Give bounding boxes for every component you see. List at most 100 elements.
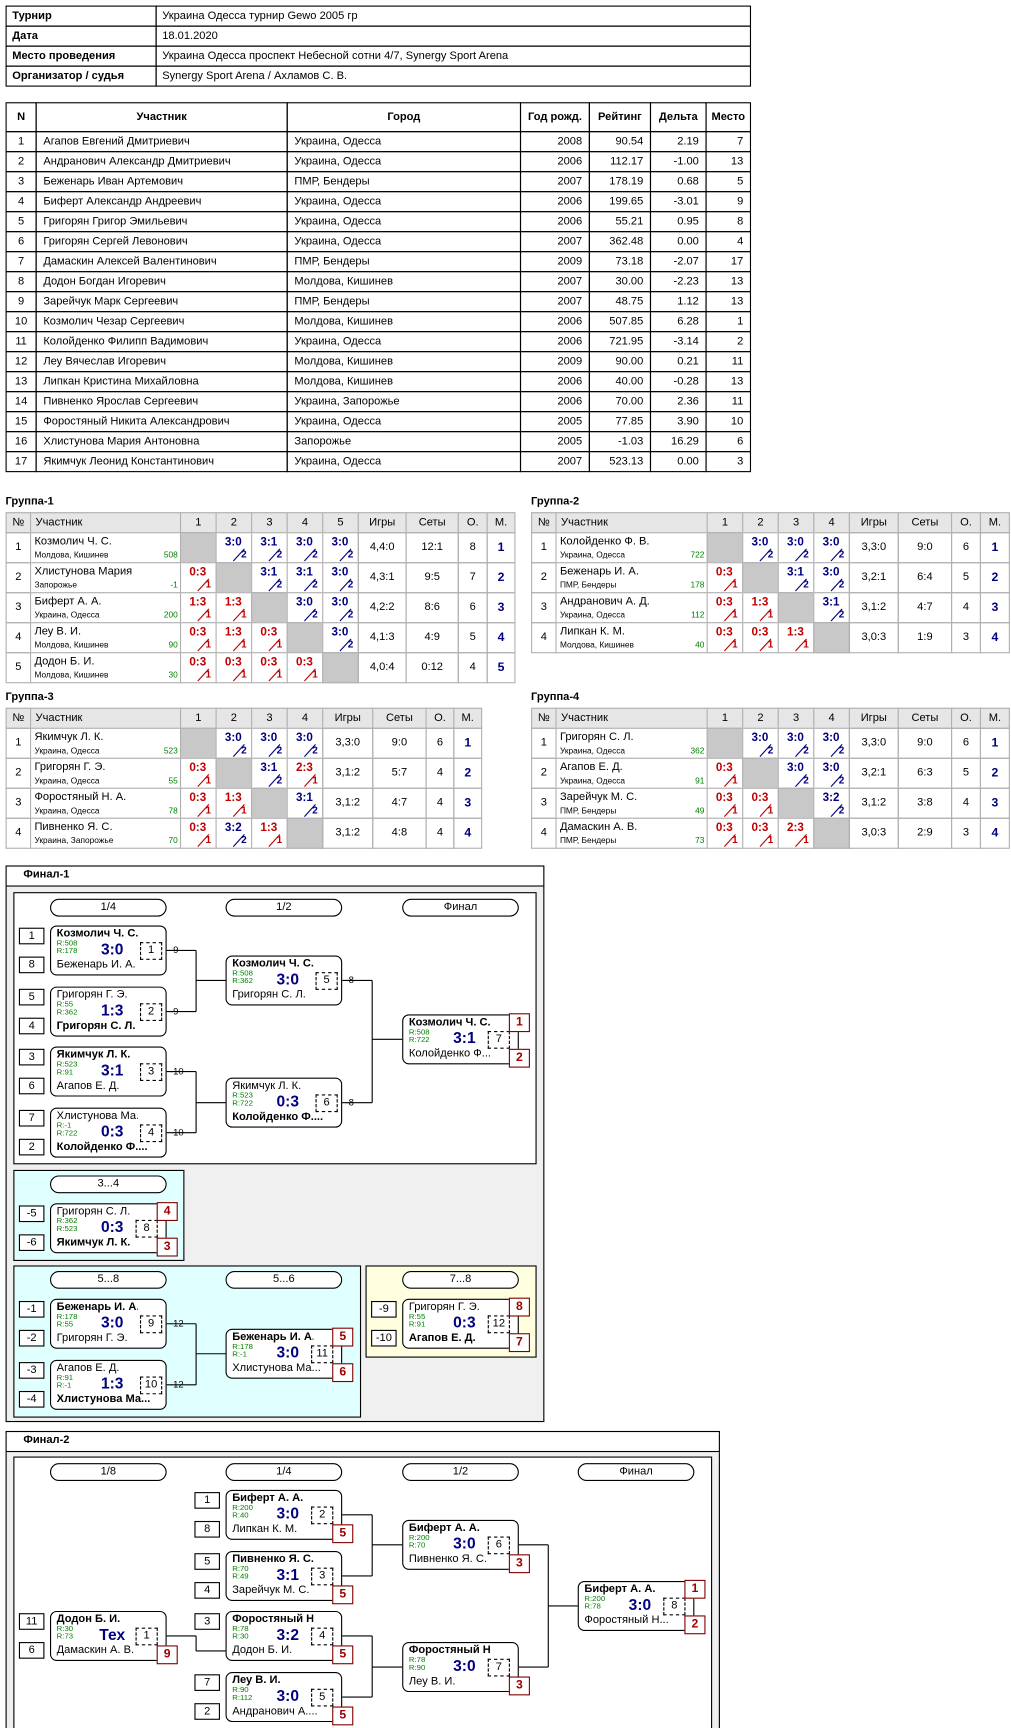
match-number: 1 xyxy=(135,1627,158,1646)
match-points: 2 xyxy=(838,774,845,786)
player-city: ПМР, Бендеры xyxy=(559,579,617,590)
final-place: 3 xyxy=(508,1554,530,1574)
match-score: 3:1 xyxy=(295,791,313,805)
round-header: 1/2 xyxy=(402,1463,519,1481)
player-name: Якимчук Л. К. xyxy=(232,1079,302,1093)
match-number: 7 xyxy=(487,1658,510,1677)
match-number: 3 xyxy=(139,1063,163,1082)
player-rating: R:523 xyxy=(56,1061,78,1069)
slash xyxy=(268,773,281,787)
player-rating: R:178 xyxy=(232,1343,253,1351)
match-points: 2 xyxy=(347,608,354,620)
player-rating: R:112 xyxy=(232,1694,253,1703)
match-number: 1 xyxy=(139,942,163,960)
match-score: 0:3 xyxy=(715,761,733,775)
match-number: 2 xyxy=(139,1003,163,1022)
match-points: 2 xyxy=(767,744,774,756)
seed: -9 xyxy=(371,1300,397,1318)
match-score: 0:3 xyxy=(276,1092,299,1110)
match-score: 1:3 xyxy=(189,595,207,609)
slash xyxy=(759,743,772,757)
match-points: 2 xyxy=(241,834,247,846)
score-slash xyxy=(197,668,210,682)
final-place: 5 xyxy=(332,1327,354,1347)
player-name: Леу В. И. xyxy=(34,625,82,638)
player-city: Украина, Одесса xyxy=(559,745,626,756)
seed: 8 xyxy=(194,1520,220,1538)
player-name: Григорян Г. Э. xyxy=(56,988,128,1002)
player-rating: R:70 xyxy=(408,1542,426,1550)
group-title: Группа-1 xyxy=(5,495,54,508)
match-points: 2 xyxy=(803,548,809,560)
player-name: Додон Б. И. xyxy=(232,1644,293,1657)
player-name: Козмолич Ч. С. xyxy=(56,927,138,940)
player-rating: R:722 xyxy=(56,1129,78,1138)
score-slash xyxy=(304,548,316,562)
match-points: 2 xyxy=(838,608,845,620)
seed: 2 xyxy=(18,1138,45,1156)
round-header: 1/8 xyxy=(49,1463,167,1481)
slash xyxy=(197,608,210,622)
group-cell: Додон Б. И. Молдова, Кишинев 30 xyxy=(29,652,182,684)
match-points: 2 xyxy=(312,608,318,620)
score-slash xyxy=(339,548,352,562)
player-rating: R:90 xyxy=(408,1664,426,1673)
match-points: 1 xyxy=(803,638,809,650)
player-rating: R:508 xyxy=(408,1028,430,1037)
match-points: 2 xyxy=(276,548,283,560)
match-number: 7 xyxy=(487,1031,510,1049)
group-cell: 3:2 2 xyxy=(215,817,253,849)
match-points: 1 xyxy=(205,608,212,620)
player-rating: -1 xyxy=(170,579,178,590)
slash xyxy=(197,773,210,787)
player-name: Биферт А. А. xyxy=(584,1583,656,1596)
slash xyxy=(759,548,772,562)
match-score: 0:3 xyxy=(715,791,733,805)
match-score: 1:3 xyxy=(224,595,242,609)
match-score: 3:0 xyxy=(100,1313,124,1331)
match-points: 1 xyxy=(732,774,738,786)
match-score: 1:3 xyxy=(100,1374,124,1393)
slash xyxy=(759,638,772,652)
slash xyxy=(830,578,843,592)
player-name: Якимчук Л. К. xyxy=(34,731,104,744)
player-rating: R:722 xyxy=(232,1099,253,1108)
score-slash xyxy=(304,743,316,757)
player-name: Андранович А.... xyxy=(232,1705,318,1718)
slash xyxy=(723,608,736,622)
group-cell: 0:3 1 xyxy=(706,757,744,789)
match-score: 0:3 xyxy=(295,655,313,669)
player-name: Хлистунова Мария xyxy=(34,565,133,578)
score-slash xyxy=(268,833,281,847)
round-header: 3...4 xyxy=(49,1175,167,1194)
score-slash xyxy=(197,578,210,592)
player-name: Леу В. И. xyxy=(232,1674,281,1687)
group-cell: Биферт А. А. Украина, Одесса 200 xyxy=(29,592,182,624)
group-title: Группа-4 xyxy=(531,691,580,704)
player-rating: 55 xyxy=(168,775,178,786)
score-slash xyxy=(268,743,281,757)
round-header: 1/4 xyxy=(49,898,167,917)
slash xyxy=(197,578,210,592)
seed: 3 xyxy=(194,1613,220,1630)
match-points: 1 xyxy=(276,638,283,650)
group-cell xyxy=(742,562,779,594)
player-name: Зарейчук М. С. xyxy=(559,791,638,804)
match-points: 2 xyxy=(241,744,247,756)
player-rating: R:91 xyxy=(408,1320,426,1329)
match-points: 2 xyxy=(312,578,318,590)
group-header: Игры xyxy=(848,707,899,729)
group-cell xyxy=(813,622,850,654)
match-score: 1:3 xyxy=(224,625,242,639)
player-city: Украина, Одесса xyxy=(34,745,100,756)
player-name: Якимчук Л. К. xyxy=(56,1048,131,1062)
player-rating: R:-1 xyxy=(56,1122,72,1130)
slash xyxy=(795,578,807,592)
score-slash xyxy=(723,803,736,817)
slash xyxy=(197,833,210,847)
slash xyxy=(830,773,843,787)
score-slash xyxy=(759,743,772,757)
group-cell: 0:3 1 xyxy=(179,817,217,849)
group-cell: 3:0 2 xyxy=(286,592,324,624)
final-title-bar xyxy=(5,1430,720,1453)
